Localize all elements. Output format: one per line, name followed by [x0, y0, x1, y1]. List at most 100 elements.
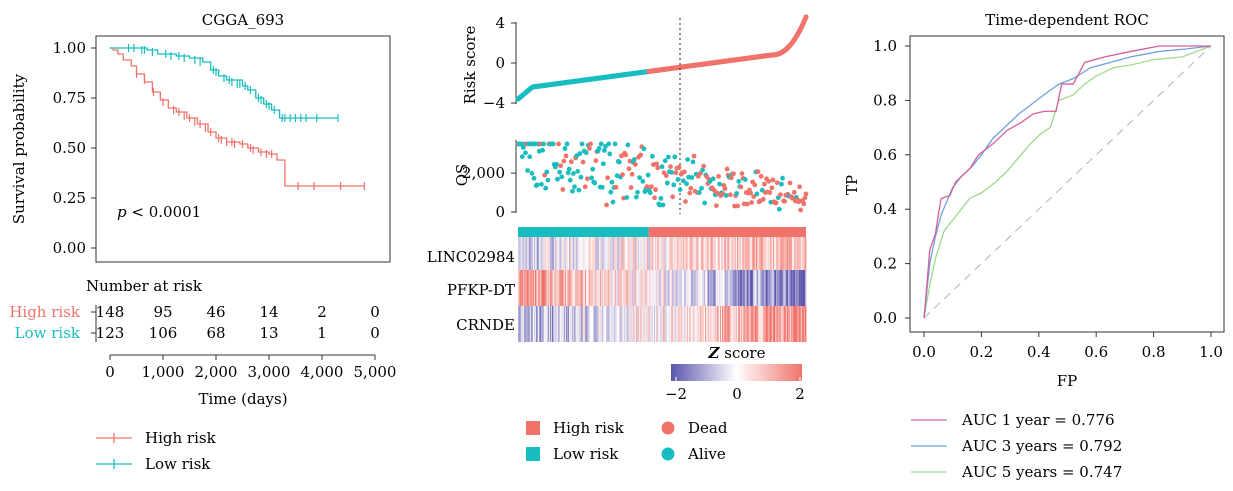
- heatmap-cell: [537, 237, 539, 270]
- os-point-alive: [677, 187, 683, 192]
- heatmap-cell: [733, 270, 736, 306]
- heatmap-cell: [739, 270, 741, 306]
- heatmap-cell: [696, 306, 699, 342]
- heatmap-cell: [782, 306, 785, 342]
- heatmap-cell: [549, 306, 552, 342]
- heatmap-cell: [740, 306, 742, 342]
- heatmap-cell: [656, 237, 658, 270]
- heatmap-cell: [725, 237, 727, 270]
- heatmap-cell: [603, 270, 605, 306]
- heatmap-cell: [593, 237, 595, 270]
- heatmap-cell: [693, 237, 695, 270]
- heatmap-cell: [680, 306, 683, 342]
- os-point-dead: [691, 153, 697, 159]
- heatmap-cell: [589, 270, 591, 306]
- heatmap-cell: [522, 306, 524, 342]
- heatmap-cell: [743, 270, 745, 306]
- heatmap-cell: [629, 237, 632, 270]
- heatmap-cell: [588, 306, 590, 342]
- heatmap-cell: [733, 306, 736, 342]
- zscore-tick-label: 2: [795, 385, 805, 403]
- heatmap-cell: [565, 237, 568, 270]
- heatmap-cell: [743, 306, 745, 342]
- heatmap-cell: [641, 306, 643, 342]
- os-point-dead: [762, 181, 767, 187]
- heatmap-cell: [558, 237, 560, 270]
- heatmap-cell: [753, 306, 756, 342]
- os-point-dead: [738, 184, 744, 190]
- heatmap-cell: [524, 270, 526, 306]
- heatmap-cell: [623, 237, 625, 270]
- km-p-italic: p: [117, 203, 127, 221]
- heatmap-cell: [680, 237, 683, 270]
- heatmap-cell: [700, 306, 703, 342]
- os-point-dead: [767, 190, 773, 195]
- heatmap-cell: [801, 237, 804, 270]
- km-curve-low-risk: [110, 47, 338, 119]
- km-x-tick-label: 4,000: [301, 363, 344, 381]
- heatmap-cell: [535, 306, 537, 342]
- risk-legend-square: [526, 421, 540, 435]
- heatmap-cell: [622, 306, 624, 342]
- heatmap-cell: [531, 237, 534, 270]
- heatmap-cell: [556, 237, 558, 270]
- heatmap-cell: [778, 270, 780, 306]
- heatmap-cell: [599, 306, 602, 342]
- km-curve-high-risk: [110, 47, 365, 187]
- heatmap-cell: [797, 270, 799, 306]
- heatmap-cell: [773, 306, 775, 342]
- os-point-alive: [564, 141, 570, 147]
- risk-table-cell: 1: [317, 324, 327, 342]
- roc-title: Time-dependent ROC: [985, 11, 1149, 29]
- roc-x-tick-label: 0.6: [1084, 343, 1108, 361]
- os-point-alive: [579, 141, 585, 147]
- heatmap-cell: [628, 270, 630, 306]
- heatmap-cell: [771, 306, 774, 342]
- heatmap-cell: [620, 237, 622, 270]
- heatmap-cell: [581, 237, 584, 270]
- heatmap-cell: [586, 237, 588, 270]
- heatmap-cell: [754, 270, 757, 306]
- heatmap-cell: [608, 306, 610, 342]
- heatmap-cell: [623, 270, 625, 306]
- heatmap-cell: [741, 270, 743, 306]
- heatmap-cell: [776, 306, 778, 342]
- heatmap-cell: [531, 270, 534, 306]
- heatmap-cell: [552, 306, 554, 342]
- heatmap-cell: [696, 237, 699, 270]
- heatmap-cell: [624, 237, 626, 270]
- os-point-dead: [724, 166, 730, 172]
- heatmap-cell: [567, 306, 570, 342]
- heatmap-cell: [756, 270, 758, 306]
- heatmap-cell: [750, 237, 753, 270]
- heatmap-cell: [661, 270, 663, 306]
- heatmap-cell: [716, 306, 719, 342]
- heatmap-cell: [631, 306, 634, 342]
- heatmap-cell: [588, 270, 590, 306]
- heatmap-cell: [569, 306, 571, 342]
- heatmap-cell: [769, 270, 772, 306]
- heatmap-cell: [783, 306, 786, 342]
- heatmap-cell: [795, 270, 797, 306]
- heatmap-cell: [634, 237, 637, 270]
- heatmap-cell: [649, 237, 652, 270]
- heatmap-cell: [603, 306, 605, 342]
- heatmap-cell: [604, 306, 606, 342]
- heatmap-cell: [651, 237, 654, 270]
- heatmap-cell: [718, 270, 721, 306]
- heatmap-cell: [546, 237, 549, 270]
- heatmap-cell: [684, 237, 687, 270]
- heatmap-cell: [545, 306, 548, 342]
- heatmap-cell: [578, 306, 581, 342]
- heatmap-cell: [643, 306, 645, 342]
- heatmap-cell: [788, 237, 791, 270]
- zscore-ticks: −2 0 2: [665, 377, 805, 403]
- os-point-alive: [671, 182, 677, 188]
- km-y-tick-label: 0.00: [53, 239, 86, 257]
- os-point-alive: [645, 172, 651, 178]
- heatmap-cell: [523, 237, 525, 270]
- heatmap-cell: [695, 270, 697, 306]
- heatmap-cell: [589, 306, 591, 342]
- os-point-dead: [654, 161, 660, 167]
- heatmap-cell: [689, 306, 691, 342]
